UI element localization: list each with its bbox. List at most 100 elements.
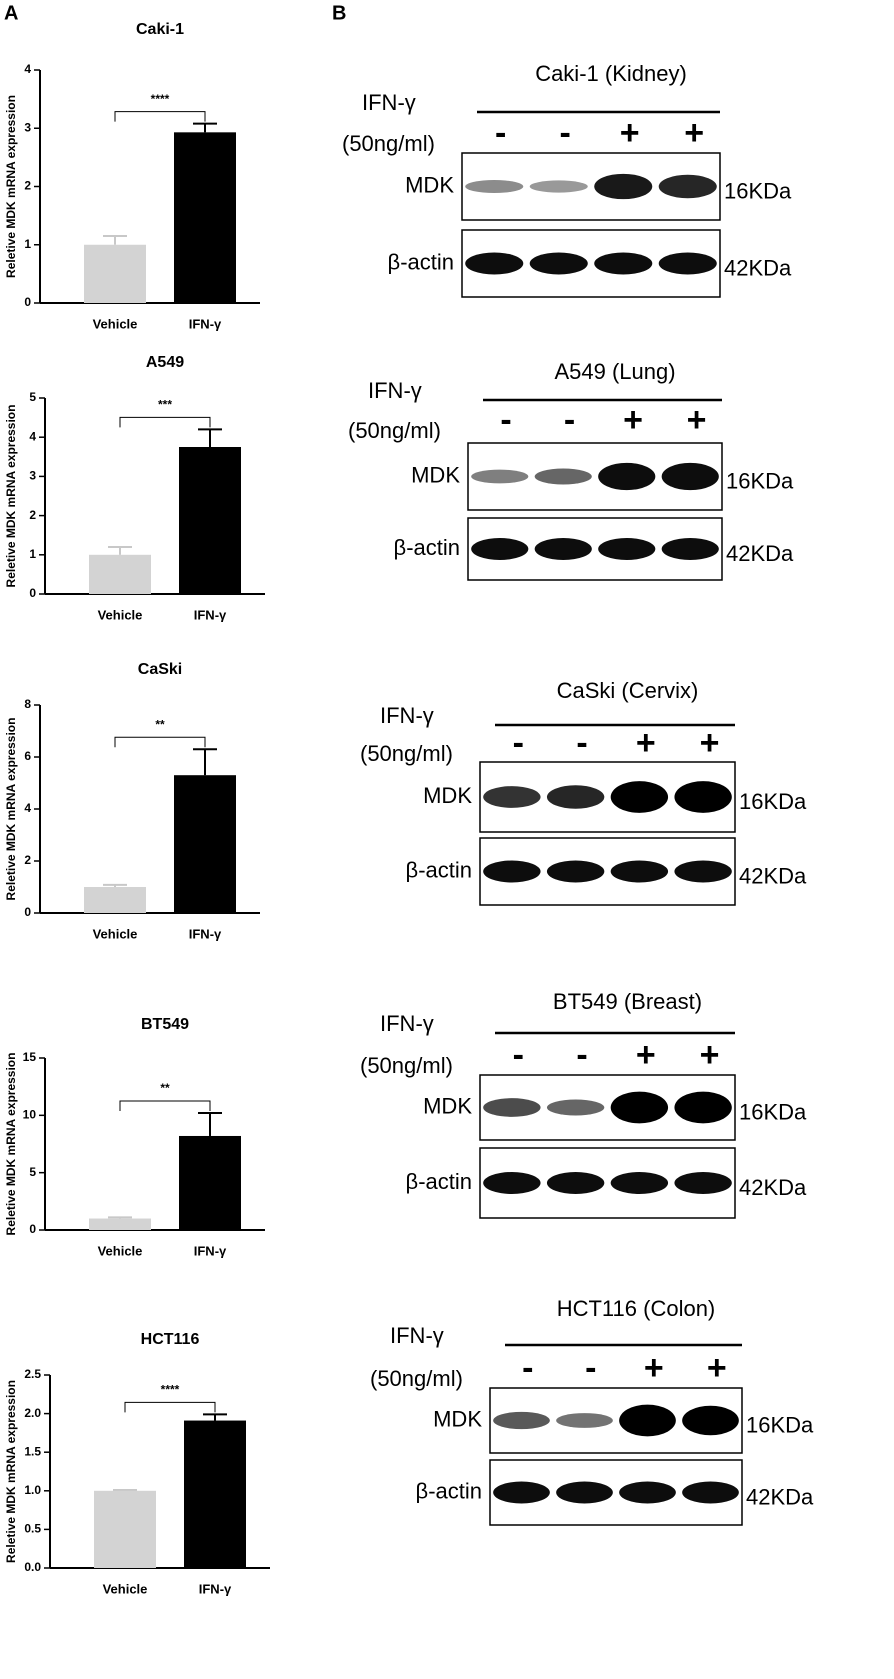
size-label: 42KDa — [724, 255, 792, 280]
row-label: MDK — [433, 1406, 482, 1431]
lane-sign: + — [620, 114, 640, 152]
lane-sign: - — [585, 1349, 596, 1387]
y-tick-label: 6 — [24, 749, 31, 763]
band — [658, 174, 717, 199]
bar — [174, 775, 236, 913]
chart-title: HCT116 — [141, 1331, 200, 1348]
size-label: 42KDa — [726, 541, 794, 566]
lane-sign: + — [700, 1036, 720, 1074]
row-label: β-actin — [406, 1169, 472, 1194]
y-axis-label: Reletive MDK mRNA expression — [4, 1053, 18, 1236]
treatment-label: IFN-γ — [390, 1323, 444, 1348]
y-tick-label: 5 — [29, 1165, 36, 1179]
band — [546, 1099, 605, 1116]
band — [674, 781, 732, 813]
y-tick-label: 2.5 — [24, 1367, 41, 1381]
lane-sign: - — [513, 724, 524, 762]
band — [483, 860, 541, 883]
significance-label: ** — [160, 1081, 170, 1095]
band — [674, 860, 732, 883]
x-tick-label: Vehicle — [93, 316, 138, 331]
band — [682, 1405, 739, 1436]
significance-label: ** — [155, 717, 165, 731]
band — [483, 1172, 541, 1194]
x-tick-label: IFN-γ — [194, 607, 227, 622]
bar — [179, 447, 241, 594]
significance-label: **** — [161, 1383, 180, 1397]
band — [610, 860, 669, 883]
y-tick-label: 0 — [24, 905, 31, 919]
band — [610, 781, 669, 813]
y-tick-label: 3 — [24, 120, 31, 134]
treatment-label: IFN-γ — [368, 378, 422, 403]
lane-sign: - — [564, 401, 575, 439]
band — [493, 1411, 550, 1430]
blot-title: A549 (Lung) — [554, 359, 675, 384]
y-axis-label: Reletive MDK mRNA expression — [4, 95, 18, 278]
band — [658, 252, 717, 275]
size-label: 42KDa — [739, 863, 807, 888]
band — [471, 538, 529, 560]
lane-sign: - — [576, 1036, 587, 1074]
lane-sign: - — [495, 114, 506, 152]
y-tick-label: 1 — [29, 547, 36, 561]
y-axis-label: Reletive MDK mRNA expression — [4, 1380, 18, 1563]
bar — [89, 1218, 151, 1230]
band — [674, 1172, 732, 1194]
band — [483, 1098, 541, 1117]
bar — [184, 1420, 246, 1568]
band — [465, 252, 524, 275]
lane-sign: + — [687, 401, 707, 439]
significance-label: *** — [158, 398, 172, 412]
lane-sign: - — [560, 114, 571, 152]
dose-label: (50ng/ml) — [360, 1053, 453, 1078]
chart-title: BT549 — [141, 1016, 189, 1033]
lane-sign: + — [707, 1349, 727, 1387]
band — [610, 1172, 669, 1194]
band — [594, 252, 653, 275]
band — [471, 469, 529, 484]
band — [546, 1172, 605, 1194]
chart-title: A549 — [146, 354, 184, 371]
lane-sign: - — [500, 401, 511, 439]
blot-title: CaSki (Cervix) — [557, 678, 699, 703]
band — [661, 462, 719, 491]
x-tick-label: Vehicle — [98, 1243, 143, 1258]
size-label: 16KDa — [726, 468, 794, 493]
dose-label: (50ng/ml) — [370, 1366, 463, 1391]
band — [661, 538, 719, 560]
significance-bracket — [114, 736, 206, 748]
row-label: β-actin — [416, 1478, 482, 1503]
band — [610, 1091, 669, 1124]
lane-sign: - — [522, 1349, 533, 1387]
size-label: 16KDa — [746, 1412, 814, 1437]
bar — [84, 244, 146, 303]
y-tick-label: 0.0 — [24, 1560, 41, 1574]
y-tick-label: 0 — [29, 586, 36, 600]
y-tick-label: 0.5 — [24, 1522, 41, 1536]
bar — [94, 1490, 156, 1568]
y-tick-label: 4 — [29, 429, 36, 443]
bar — [174, 132, 236, 303]
size-label: 16KDa — [724, 178, 792, 203]
y-tick-label: 5 — [29, 390, 36, 404]
y-tick-label: 0 — [29, 1222, 36, 1236]
chart-title: Caki-1 — [136, 21, 184, 38]
significance-bracket — [119, 1100, 211, 1112]
band — [556, 1413, 613, 1428]
y-axis-label: Reletive MDK mRNA expression — [4, 718, 18, 901]
lane-sign: + — [700, 724, 720, 762]
blot-title: BT549 (Breast) — [553, 989, 702, 1014]
row-label: MDK — [411, 462, 460, 487]
band — [619, 1481, 676, 1504]
lane-sign: + — [636, 1036, 656, 1074]
band — [465, 180, 524, 193]
significance-bracket — [124, 1401, 216, 1413]
y-axis-label: Reletive MDK mRNA expression — [4, 405, 18, 588]
band — [483, 786, 541, 808]
x-tick-label: Vehicle — [93, 926, 138, 941]
row-label: MDK — [423, 783, 472, 808]
y-tick-label: 1.0 — [24, 1483, 41, 1497]
lane-sign: + — [644, 1349, 664, 1387]
band — [534, 468, 592, 485]
